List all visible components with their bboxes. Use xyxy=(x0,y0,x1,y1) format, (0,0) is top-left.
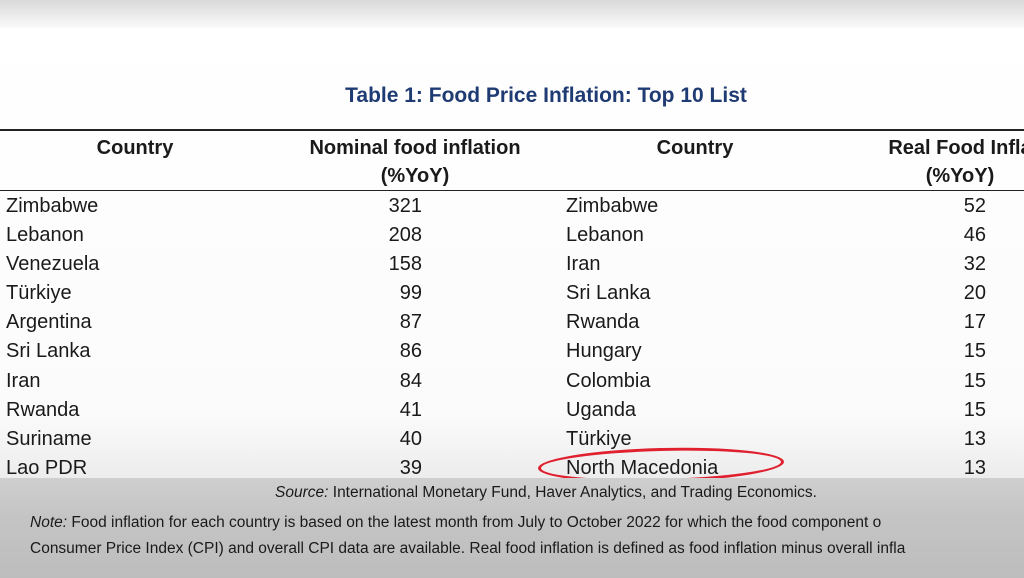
nominal-value-cell: 39 xyxy=(399,456,422,479)
nominal-country-cell: Iran xyxy=(6,369,41,392)
source-text: International Monetary Fund, Haver Analy… xyxy=(328,484,817,501)
header-real-line1: Real Food Infla xyxy=(888,137,1024,159)
nominal-country-cell: Rwanda xyxy=(6,398,80,421)
header-country-right-text: Country xyxy=(656,137,734,159)
note-line-2: Consumer Price Index (CPI) and overall C… xyxy=(30,540,906,557)
nominal-value-cell: 87 xyxy=(399,311,422,334)
top-edge-shadow xyxy=(0,0,1024,28)
real-value-cell: 52 xyxy=(963,195,986,217)
nominal-country-cell: Lebanon xyxy=(6,224,84,247)
real-value-cell: 20 xyxy=(963,282,986,305)
real-value-cell: 15 xyxy=(963,398,986,421)
real-country-cell: Colombia xyxy=(566,369,651,392)
nominal-value-cell: 158 xyxy=(388,253,422,276)
table-title: Table 1: Food Price Inflation: Top 10 Li… xyxy=(345,84,747,107)
header-country-right: Country xyxy=(600,134,790,162)
header-nominal-food-inflation: Nominal food inflation (%YoY) xyxy=(290,134,540,190)
real-country-cell: Uganda xyxy=(566,398,637,421)
header-country-left-text: Country xyxy=(96,137,174,159)
nominal-country-cell: Türkiye xyxy=(6,282,72,305)
nominal-value-cell: 86 xyxy=(399,340,422,363)
note-text-1: Food inflation for each country is based… xyxy=(67,514,882,531)
real-country-cell: Sri Lanka xyxy=(566,282,651,305)
nominal-country-cell: Sri Lanka xyxy=(6,340,91,363)
note-label: Note: xyxy=(30,514,68,531)
footer-shade xyxy=(0,478,1024,578)
real-value-cell: 13 xyxy=(963,427,986,450)
nominal-country-cell: Lao PDR xyxy=(6,456,88,479)
real-country-cell: Lebanon xyxy=(566,224,644,247)
real-country-cell: Hungary xyxy=(566,340,642,363)
nominal-value-cell: 208 xyxy=(388,224,422,247)
nominal-country-cell: Suriname xyxy=(6,427,92,450)
real-value-cell: 32 xyxy=(963,253,986,276)
table-row: Iran 84 Colombia 15 xyxy=(0,367,1024,396)
real-country-cell: Türkiye xyxy=(566,427,632,450)
note-line-1: Note: Food inflation for each country is… xyxy=(30,510,1024,536)
nominal-value-cell: 321 xyxy=(388,195,422,217)
real-value-cell: 15 xyxy=(963,369,986,392)
nominal-country-cell: Venezuela xyxy=(6,253,100,276)
table-row: Argentina 87 Rwanda 17 xyxy=(0,308,1024,337)
table-body: Zimbabwe 321 Zimbabwe 52 Lebanon 208 Leb… xyxy=(0,192,1024,483)
header-real-line2: (%YoY) xyxy=(925,165,995,187)
table-row: Sri Lanka 86 Hungary 15 xyxy=(0,337,1024,366)
nominal-value-cell: 99 xyxy=(399,282,422,305)
nominal-value-cell: 40 xyxy=(399,427,422,450)
real-country-cell: Iran xyxy=(566,253,601,276)
real-country-cell: Zimbabwe xyxy=(566,195,659,217)
table-row: Suriname 40 Türkiye 13 xyxy=(0,425,1024,454)
table-header-rule xyxy=(0,190,1024,191)
real-country-cell: Rwanda xyxy=(566,311,640,334)
nominal-country-cell: Argentina xyxy=(6,311,92,334)
header-real-food-inflation: Real Food Infla (%YoY) xyxy=(850,134,1024,190)
real-value-cell: 46 xyxy=(963,224,986,247)
source-label: Source: xyxy=(275,484,329,501)
header-country-left: Country xyxy=(40,134,230,162)
real-value-cell: 13 xyxy=(963,456,986,479)
source-line: Source: International Monetary Fund, Hav… xyxy=(0,484,1024,502)
table-row: Lao PDR 39 North Macedonia 13 xyxy=(0,454,1024,483)
table-row: Türkiye 99 Sri Lanka 20 xyxy=(0,279,1024,308)
nominal-value-cell: 41 xyxy=(399,398,422,421)
table-row: Venezuela 158 Iran 32 xyxy=(0,250,1024,279)
nominal-country-cell: Zimbabwe xyxy=(6,195,99,217)
real-value-cell: 15 xyxy=(963,340,986,363)
real-country-cell: North Macedonia xyxy=(566,456,719,479)
note-block: Note: Food inflation for each country is… xyxy=(30,510,1024,562)
real-value-cell: 17 xyxy=(963,311,986,334)
header-nominal-line2: (%YoY) xyxy=(380,165,450,187)
nominal-value-cell: 84 xyxy=(399,369,422,392)
table-row: Zimbabwe 321 Zimbabwe 52 xyxy=(0,192,1024,221)
table-top-rule xyxy=(0,129,1024,131)
header-nominal-line1: Nominal food inflation xyxy=(309,137,521,159)
table-row: Lebanon 208 Lebanon 46 xyxy=(0,221,1024,250)
table-row: Rwanda 41 Uganda 15 xyxy=(0,396,1024,425)
